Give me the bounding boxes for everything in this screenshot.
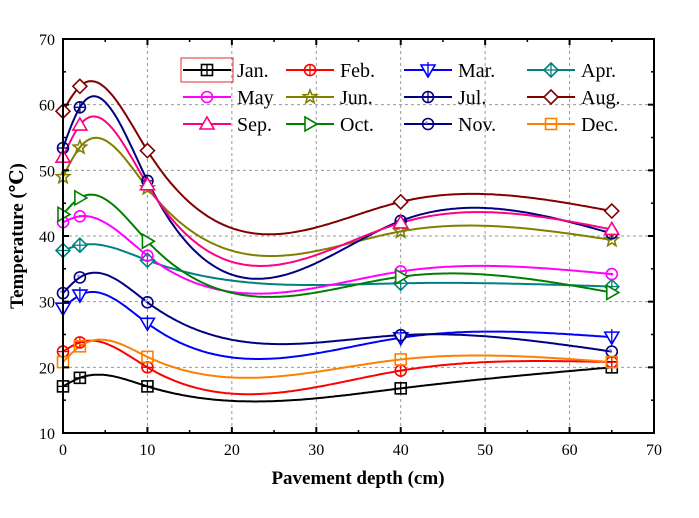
legend-item-8[interactable]: Sep. <box>183 114 272 136</box>
legend-item-5[interactable]: Jun. <box>286 87 373 109</box>
legend-item-7[interactable]: Aug. <box>527 87 620 109</box>
series-line-8 <box>62 115 612 267</box>
legend-marker-dot <box>205 95 209 99</box>
data-point <box>392 193 409 210</box>
data-point <box>603 220 621 236</box>
series-line-11 <box>62 338 612 379</box>
x-tick-label: 0 <box>59 442 67 459</box>
series-line-7 <box>62 80 612 236</box>
legend-label: Nov. <box>458 114 496 136</box>
legend-marker <box>542 88 560 106</box>
y-tick-label: 40 <box>39 229 55 246</box>
legend-label: Apr. <box>581 60 616 82</box>
legend-item-2[interactable]: Mar. <box>404 60 495 82</box>
legend-item-6[interactable]: Jul. <box>404 87 486 109</box>
y-tick-label: 30 <box>39 295 55 312</box>
legend-label: Mar. <box>458 60 495 82</box>
legend[interactable]: Jan. Feb. Mar. Apr. May Jun. Jul. Aug. Sep. Oct. N… <box>180 57 620 136</box>
series-line-1 <box>62 339 612 396</box>
data-point-dot <box>78 215 82 218</box>
x-tick-label: 70 <box>646 442 662 459</box>
data-point-shine <box>77 274 80 278</box>
data-point-shine <box>608 348 612 352</box>
legend-label: Sep. <box>237 114 272 136</box>
legend-item-4[interactable]: May <box>183 87 274 109</box>
legend-label: Jul. <box>458 87 486 109</box>
data-point <box>394 353 408 366</box>
data-point <box>71 138 89 155</box>
series-markers <box>54 78 621 395</box>
legend-marker <box>198 115 216 130</box>
legend-item-0[interactable]: Jan. <box>180 57 269 83</box>
data-point <box>139 176 156 191</box>
legend-marker <box>200 90 214 104</box>
data-point <box>603 230 621 248</box>
legend-item-9[interactable]: Oct. <box>286 114 374 136</box>
legend-marker <box>304 115 319 133</box>
data-point <box>141 232 157 250</box>
data-point <box>73 271 87 284</box>
legend-item-10[interactable]: Nov. <box>404 114 496 136</box>
data-point <box>141 249 154 262</box>
series-line-2 <box>62 291 612 360</box>
data-point <box>605 355 619 369</box>
legend-marker <box>421 117 435 131</box>
series-line-0 <box>62 366 612 403</box>
x-tick-label: 50 <box>477 442 493 459</box>
x-axis-label: Pavement depth (cm) <box>271 468 444 489</box>
legend-marker-shine <box>425 121 428 124</box>
data-point <box>74 189 89 207</box>
legend-item-11[interactable]: Dec. <box>527 114 618 136</box>
legend-label: Jun. <box>340 87 373 109</box>
series-line-9 <box>62 193 612 298</box>
series-line-10 <box>62 271 612 353</box>
series-line-3 <box>62 243 612 288</box>
data-point <box>73 210 87 223</box>
y-tick-label: 20 <box>39 360 55 377</box>
data-point <box>139 142 156 159</box>
data-point <box>603 202 620 220</box>
y-tick-label: 60 <box>39 98 55 115</box>
data-point-dot <box>610 272 614 276</box>
legend-item-1[interactable]: Feb. <box>286 60 375 82</box>
x-tick-label: 40 <box>393 442 409 459</box>
data-point-dot <box>146 254 149 257</box>
legend-label: Oct. <box>340 114 374 136</box>
data-point <box>605 267 619 281</box>
y-tick-label: 50 <box>39 163 55 180</box>
data-point <box>394 328 408 342</box>
legend-label: Jan. <box>237 60 269 82</box>
data-point <box>141 296 154 309</box>
legend-label: May <box>237 87 274 109</box>
y-tick-label: 10 <box>39 426 55 443</box>
legend-label: Feb. <box>340 60 375 82</box>
data-point <box>71 116 89 131</box>
legend-item-3[interactable]: Apr. <box>527 60 616 82</box>
legend-marker <box>544 117 558 131</box>
y-tick-label: 70 <box>39 32 55 49</box>
x-tick-label: 60 <box>562 442 578 459</box>
x-tick-label: 30 <box>308 442 324 459</box>
legend-label: Aug. <box>581 87 620 109</box>
y-axis-label: Temperature (℃) <box>7 163 28 309</box>
x-tick-label: 10 <box>139 442 155 459</box>
data-point <box>391 222 410 239</box>
data-point <box>394 268 410 286</box>
data-point <box>71 78 89 95</box>
x-tick-label: 20 <box>224 442 240 459</box>
plot-frame <box>62 38 655 434</box>
data-point <box>392 214 410 229</box>
legend-label: Dec. <box>581 114 618 136</box>
legend-marker <box>301 87 319 105</box>
series-curves <box>62 80 613 403</box>
data-point <box>73 340 87 353</box>
data-point-shine <box>144 299 148 303</box>
legend-selection-box <box>180 57 234 83</box>
data-point <box>141 350 154 364</box>
data-point <box>605 284 621 301</box>
data-point-shine <box>397 332 401 335</box>
